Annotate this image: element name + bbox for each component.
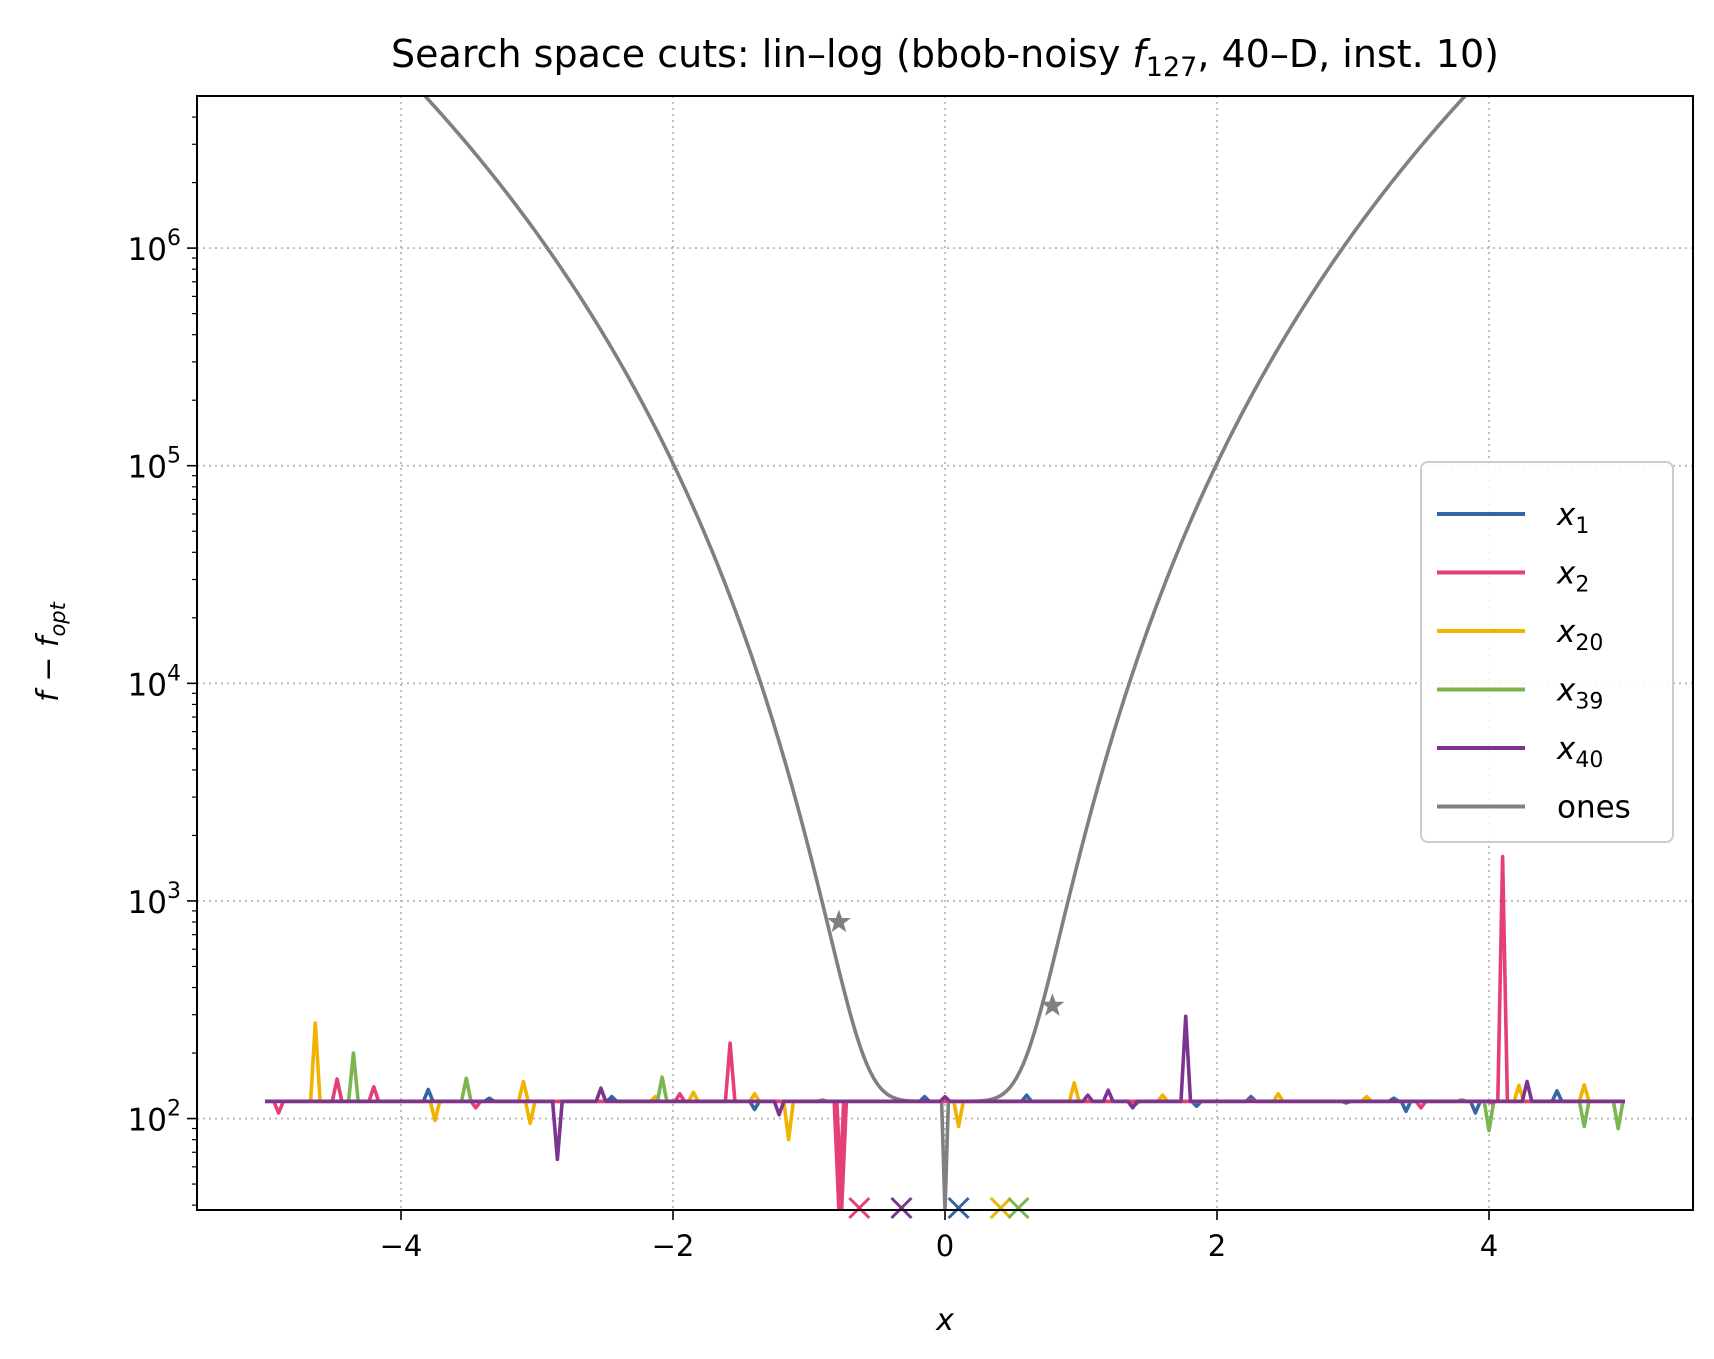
y-tick-label: 105 xyxy=(128,444,181,486)
star-marker xyxy=(827,909,851,933)
y-tick-label: 102 xyxy=(128,1097,181,1139)
legend-label: ones xyxy=(1557,790,1631,826)
y-axis-label: f − fopt xyxy=(31,601,70,702)
legend-label-name: x xyxy=(1556,731,1576,767)
legend-label: x1 xyxy=(1556,497,1589,539)
series-line-x20 xyxy=(265,1021,1625,1142)
legend-label: x2 xyxy=(1556,556,1589,598)
y-tick-label: 104 xyxy=(128,661,181,703)
legend-label: x40 xyxy=(1556,731,1603,773)
legend-label-subscript: 39 xyxy=(1575,690,1603,715)
y-tick-label: 106 xyxy=(128,226,181,268)
x-tick-label: −4 xyxy=(380,1229,423,1263)
title-function-subscript: 127 xyxy=(1146,52,1198,83)
optimum-marker-stroke xyxy=(1007,1196,1030,1220)
optimum-marker xyxy=(1007,1196,1030,1220)
x-tick-label: −2 xyxy=(652,1229,695,1263)
y-tick-label-exponent: 5 xyxy=(167,444,181,469)
optimum-marker xyxy=(989,1196,1012,1220)
legend-label-subscript: 2 xyxy=(1575,573,1589,598)
legend-label-subscript: 20 xyxy=(1575,631,1603,656)
legend-label-name: ones xyxy=(1557,790,1631,826)
legend-label-name: x xyxy=(1556,556,1576,592)
y-tick-label-exponent: 6 xyxy=(167,226,181,251)
legend-label-name: x xyxy=(1556,673,1576,709)
x-axis-ticks: −4 −2 0 2 4 xyxy=(380,1210,1498,1263)
legend-box xyxy=(1420,461,1674,843)
optimum-marker-stroke xyxy=(848,1196,871,1220)
y-tick-label-exponent: 4 xyxy=(167,661,181,686)
title-prefix: Search space cuts: lin–log (bbob-noisy xyxy=(391,32,1132,76)
series-line-x40 xyxy=(265,1014,1625,1162)
legend-label-name: x xyxy=(1556,497,1576,533)
y-axis-label-base: f − f xyxy=(31,632,66,702)
series-group xyxy=(265,96,1625,1210)
legend-label-subscript: 40 xyxy=(1575,748,1603,773)
y-tick-label-base: 10 xyxy=(128,450,167,486)
title-suffix: , 40–D, inst. 10) xyxy=(1197,32,1499,76)
optimum-marker-stroke xyxy=(989,1196,1012,1220)
star-marker xyxy=(1040,993,1065,1016)
legend-label: x20 xyxy=(1556,614,1603,656)
y-tick-label-base: 10 xyxy=(128,667,167,703)
optimum-marker-stroke xyxy=(890,1196,913,1220)
legend-label-subscript: 1 xyxy=(1575,514,1589,539)
y-axis-label-subscript: opt xyxy=(46,601,70,636)
x-tick-label: 0 xyxy=(936,1229,954,1263)
x-tick-label: 4 xyxy=(1480,1229,1498,1263)
optimum-marker xyxy=(890,1196,913,1220)
y-tick-label-exponent: 2 xyxy=(167,1097,181,1122)
marker-group xyxy=(827,909,1065,1220)
optimum-marker-stroke xyxy=(947,1196,970,1220)
series-line-ones xyxy=(422,96,1468,1210)
y-tick-label-base: 10 xyxy=(128,1103,167,1139)
chart-title: Search space cuts: lin–log (bbob-noisy f… xyxy=(391,32,1499,83)
optimum-marker xyxy=(947,1196,970,1220)
y-tick-label-base: 10 xyxy=(128,232,167,268)
legend-label-name: x xyxy=(1556,614,1576,650)
x-axis-label: x xyxy=(935,1303,954,1338)
y-tick-label-exponent: 3 xyxy=(167,879,181,904)
y-tick-label-base: 10 xyxy=(128,885,167,921)
optimum-marker xyxy=(848,1196,871,1220)
x-tick-label: 2 xyxy=(1208,1229,1226,1263)
y-tick-label: 103 xyxy=(128,879,181,921)
legend-label: x39 xyxy=(1556,673,1603,715)
